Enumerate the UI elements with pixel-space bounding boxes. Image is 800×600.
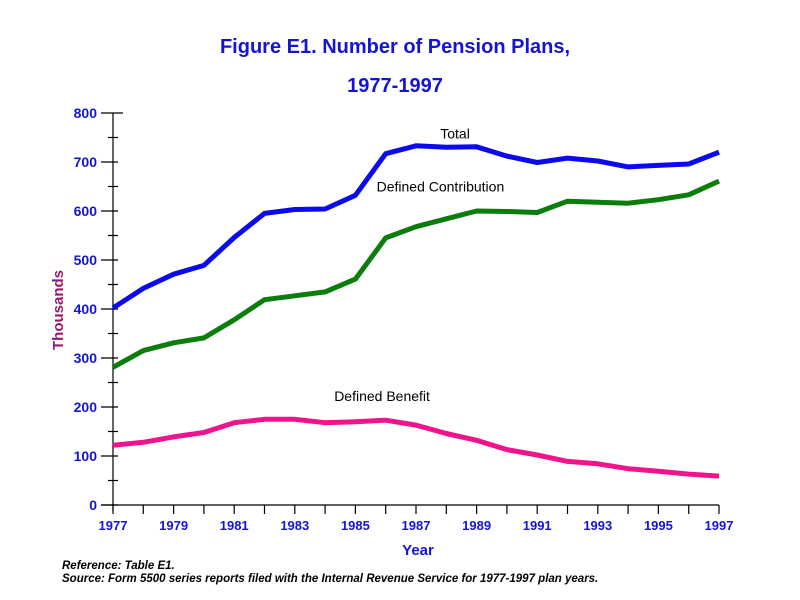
x-tick-label: 1991 [523, 518, 552, 533]
y-tick-label: 400 [74, 301, 98, 317]
series-line-defined-contribution [111, 178, 721, 370]
x-tick-label: 1989 [462, 518, 491, 533]
x-tick-label: 1993 [583, 518, 612, 533]
x-tick-label: 1995 [644, 518, 673, 533]
x-tick-label: 1977 [99, 518, 128, 533]
y-axis-title: Thousands [50, 270, 67, 350]
series-label: Total [440, 125, 470, 141]
y-tick-label: 100 [74, 448, 98, 464]
source-note: Source: Form 5500 series reports filed w… [62, 573, 599, 585]
chart-title: Figure E1. Number of Pension Plans, [219, 36, 571, 58]
x-tick-label: 1987 [402, 518, 431, 533]
y-tick-label: 200 [74, 399, 98, 415]
x-tick-label: 1983 [280, 518, 309, 533]
x-tick-label: 1981 [220, 518, 249, 533]
reference-note: Reference: Table E1. [62, 560, 175, 572]
x-tick-label: 1985 [341, 518, 370, 533]
chart-subtitle: 1977-1997 [347, 75, 443, 97]
y-tick-label: 600 [74, 203, 98, 219]
y-tick-label: 800 [74, 105, 98, 121]
y-tick-label: 0 [89, 497, 97, 513]
y-tick-label: 500 [74, 252, 98, 268]
series-line-defined-benefit [112, 416, 720, 479]
series-label: Defined Benefit [334, 388, 430, 404]
x-tick-label: 1997 [705, 518, 734, 533]
y-tick-label: 300 [74, 350, 98, 366]
x-tick-label: 1979 [159, 518, 188, 533]
series-label: Defined Contribution [377, 178, 505, 194]
y-tick-label: 700 [74, 154, 98, 170]
x-axis-title: Year [402, 542, 434, 559]
